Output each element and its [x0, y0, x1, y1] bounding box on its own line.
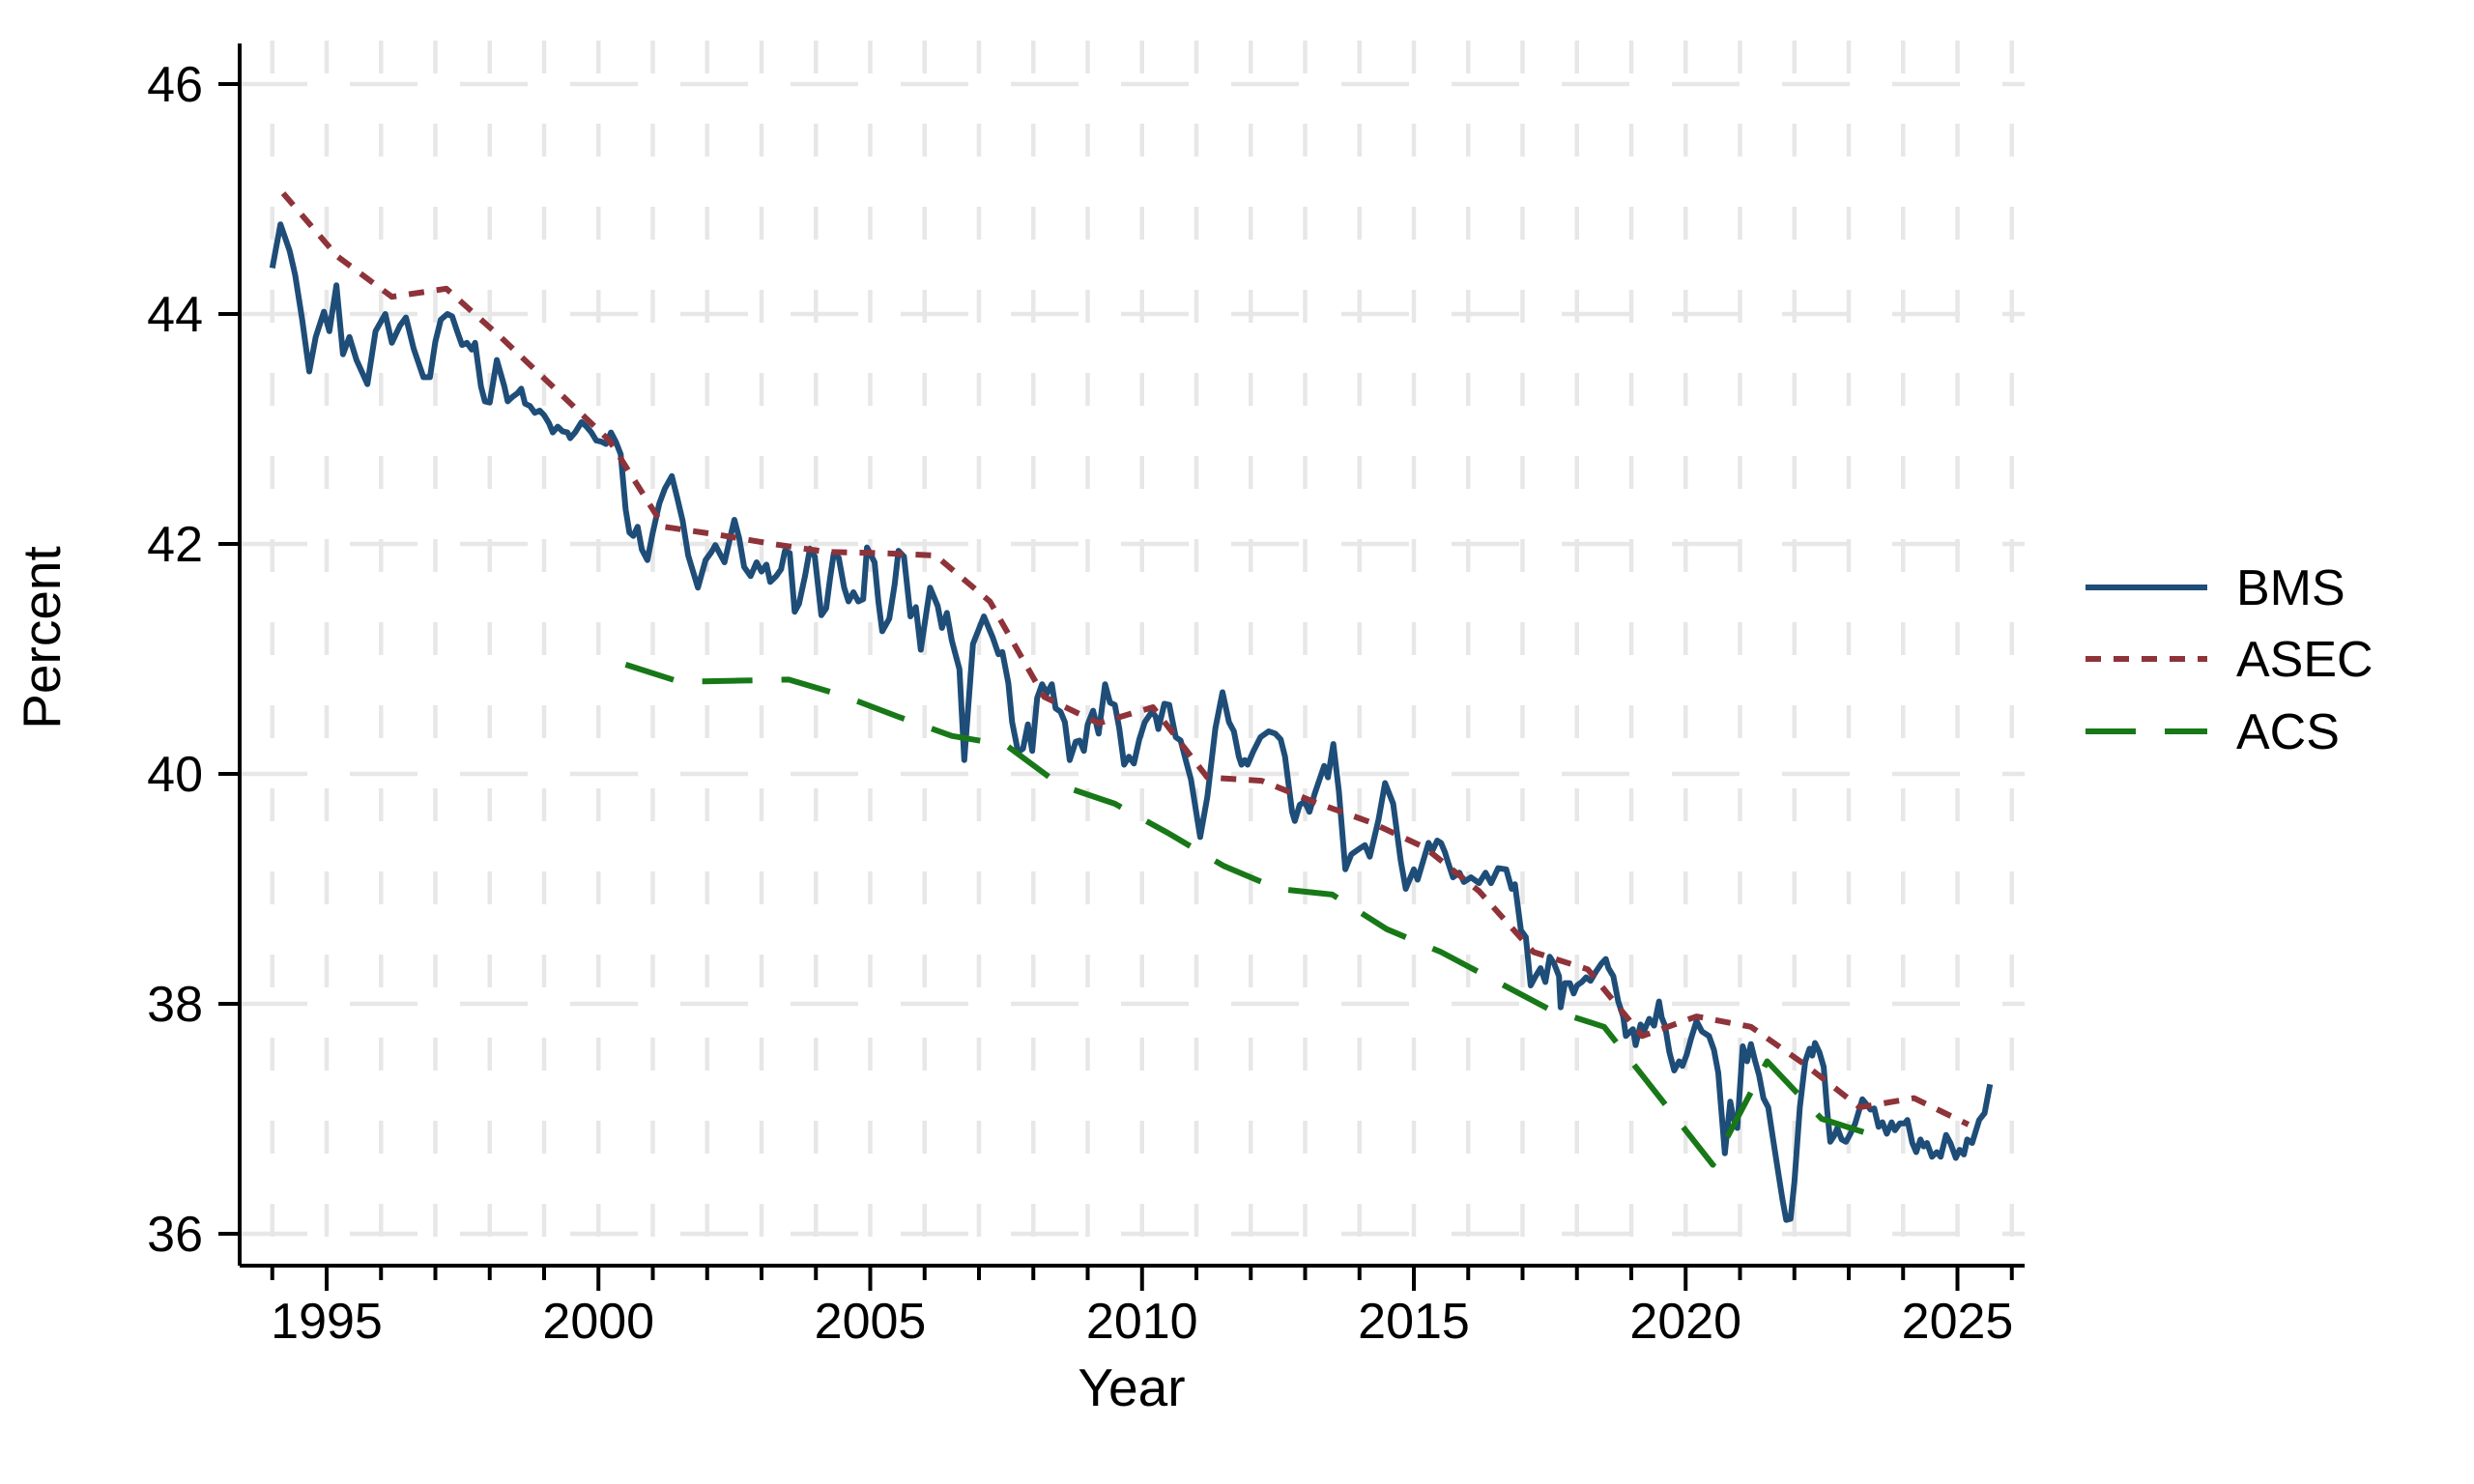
- x-tick-label: 2015: [1358, 1294, 1470, 1350]
- legend-bms-label: BMS: [2236, 560, 2345, 616]
- y-tick-label: 42: [147, 517, 203, 573]
- x-tick-label: 2000: [542, 1294, 654, 1350]
- legend-acs-label: ACS: [2236, 704, 2340, 760]
- x-axis-title: Year: [1078, 1357, 1185, 1417]
- acs-line: [624, 662, 1878, 1168]
- y-tick-label: 38: [147, 977, 203, 1033]
- gridlines: [240, 41, 2025, 1266]
- x-tick-label: 2010: [1086, 1294, 1198, 1350]
- bms-line: [269, 221, 1994, 1223]
- x-tick-label: 1995: [271, 1294, 383, 1350]
- axis-ticks: [218, 82, 2014, 1291]
- y-tick-label: 44: [147, 287, 203, 343]
- y-tick-label: 40: [147, 747, 203, 803]
- x-tick-label: 2020: [1629, 1294, 1741, 1350]
- y-tick-label: 46: [147, 57, 203, 113]
- x-tick-label: 2025: [1902, 1294, 2014, 1350]
- legend-asec-label: ASEC: [2236, 632, 2373, 688]
- asec-line: [280, 191, 1971, 1127]
- y-axis-title: Percent: [12, 546, 72, 729]
- x-tick-label: 2005: [815, 1294, 927, 1350]
- series-lines: [269, 191, 1994, 1223]
- legend: BMS ASEC ACS: [2086, 560, 2373, 760]
- axes: [238, 43, 2025, 1268]
- y-tick-label: 36: [147, 1207, 203, 1263]
- axis-tick-labels: 1995 2000 2005 2010 2015 2020 2025 36 38 40 42 44 46: [147, 57, 2013, 1350]
